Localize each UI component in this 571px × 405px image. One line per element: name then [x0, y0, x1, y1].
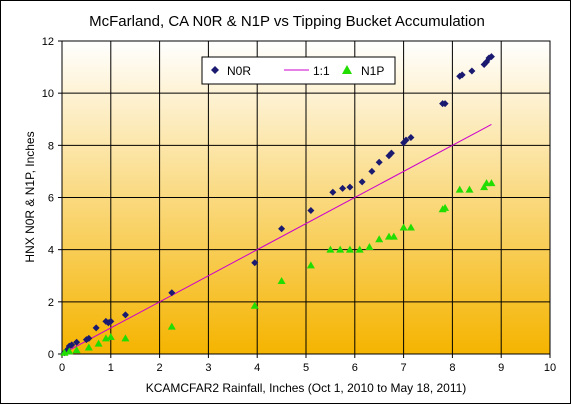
n1p-point [84, 343, 93, 351]
n1p-point [389, 232, 398, 240]
n1p-series [60, 179, 496, 356]
n0r-point [92, 324, 100, 332]
n0r-point [387, 149, 395, 157]
legend: N0R 1:1 N1P [201, 56, 396, 85]
n1p-point [355, 245, 364, 253]
n0r-point [107, 317, 115, 325]
n0r-point [85, 334, 93, 342]
legend-n1p-marker [342, 65, 352, 74]
n0r-point [487, 53, 495, 61]
n1p-point [167, 322, 176, 330]
x-tick-label: 5 [303, 362, 309, 374]
n0r-point [73, 338, 81, 346]
legend-box [201, 56, 396, 85]
y-tick-label: 10 [42, 88, 54, 100]
y-axis-label: HNX N0R & N1P, Inches [23, 131, 37, 262]
x-tick-label: 6 [352, 362, 358, 374]
n1p-point [250, 301, 259, 309]
n0r-point [168, 289, 176, 297]
n1p-point [487, 179, 496, 187]
legend-n0r-marker [211, 66, 219, 74]
n0r-point [375, 158, 383, 166]
n0r-point [441, 100, 449, 108]
n1p-point [94, 339, 103, 347]
x-tick-label: 10 [544, 362, 556, 374]
n0r-point [339, 184, 347, 192]
n1p-point [306, 261, 315, 269]
x-tick-label: 0 [59, 362, 65, 374]
x-tick-label: 8 [449, 362, 455, 374]
n0r-point [278, 225, 286, 233]
n0r-point [121, 311, 129, 319]
legend-one-to-one-label: 1:1 [313, 64, 330, 78]
x-tick-label: 2 [157, 362, 163, 374]
n1p-point [106, 333, 115, 341]
n1p-point [121, 334, 130, 342]
grid-lines [62, 41, 550, 354]
n1p-point [406, 223, 415, 231]
y-tick-label: 4 [48, 245, 54, 257]
x-tick-label: 4 [254, 362, 260, 374]
n1p-point [326, 245, 335, 253]
y-tick-label: 8 [48, 140, 54, 152]
n0r-point [251, 259, 259, 267]
n1p-point [375, 235, 384, 243]
n1p-point [72, 346, 81, 354]
n0r-point [458, 71, 466, 79]
n1p-point [465, 185, 474, 193]
n0r-series [60, 53, 495, 357]
n1p-point [277, 276, 286, 284]
x-tick-label: 3 [205, 362, 211, 374]
y-tick-label: 2 [48, 297, 54, 309]
legend-n1p-label: N1P [361, 64, 384, 78]
n1p-point [365, 243, 374, 251]
n0r-point [368, 167, 376, 175]
n0r-point [402, 136, 410, 144]
chart-title: McFarland, CA N0R & N1P vs Tipping Bucke… [89, 13, 485, 30]
n0r-point [307, 207, 315, 215]
n0r-point [68, 341, 76, 349]
n0r-point [407, 134, 415, 142]
n0r-point [358, 178, 366, 186]
y-tick-label: 12 [42, 36, 54, 48]
n1p-point [441, 203, 450, 211]
x-tick-label: 7 [401, 362, 407, 374]
n1p-point [399, 223, 408, 231]
n1p-point [455, 185, 464, 193]
n0r-point [329, 188, 337, 196]
x-tick-label: 1 [108, 362, 114, 374]
x-tick-label: 9 [498, 362, 504, 374]
legend-n0r-label: N0R [227, 64, 251, 78]
y-tick-label: 6 [48, 193, 54, 205]
n1p-point [65, 347, 74, 355]
one-to-one-line [61, 124, 492, 355]
n0r-point [468, 67, 476, 75]
n1p-point [345, 245, 354, 253]
n1p-point [480, 183, 489, 191]
n1p-point [336, 245, 345, 253]
n0r-point [346, 183, 354, 191]
x-axis-label: KCAMCFAR2 Rainfall, Inches (Oct 1, 2010 … [146, 381, 467, 395]
y-tick-label: 0 [48, 349, 54, 361]
